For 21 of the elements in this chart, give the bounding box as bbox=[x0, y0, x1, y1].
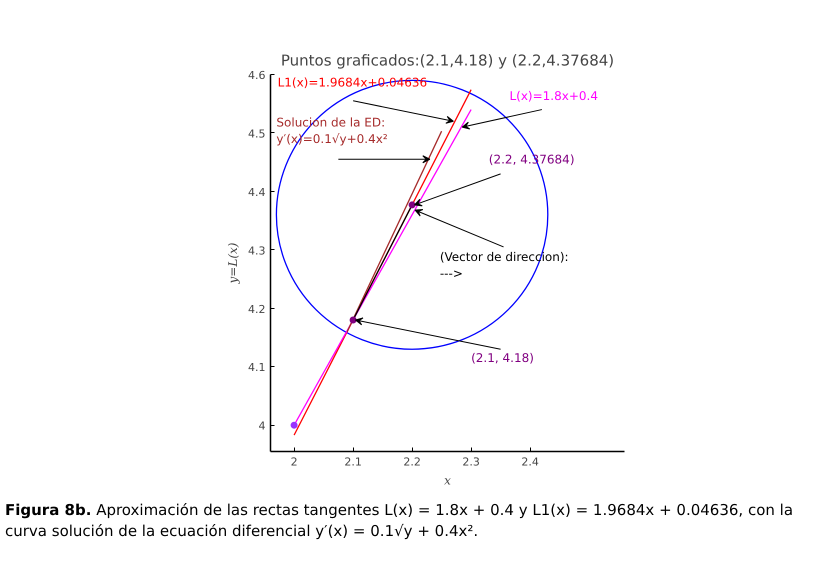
x-tick-label: 2.4 bbox=[521, 456, 539, 468]
point bbox=[350, 316, 357, 324]
x-tick-label: 2.1 bbox=[344, 456, 362, 468]
y-tick-label: 4.4 bbox=[248, 186, 266, 199]
x-tick-label: 2 bbox=[290, 456, 298, 468]
point bbox=[408, 201, 416, 208]
text: L(x)=1.8x+0.4 bbox=[509, 89, 598, 104]
x-tick-label: 2.3 bbox=[462, 456, 480, 468]
annotation: (2.1, 4.18) bbox=[471, 350, 534, 365]
y-tick-label: 4.2 bbox=[248, 302, 266, 316]
y-tick-label: 4.1 bbox=[248, 361, 266, 374]
y-tick-label: 4.3 bbox=[248, 244, 266, 258]
y-tick-label: 4.5 bbox=[248, 127, 266, 140]
text: Figura 8b. bbox=[5, 501, 92, 519]
chart-title: Puntos graficados:(2.1,4.18) y (2.2,4.37684) bbox=[280, 52, 614, 70]
point bbox=[290, 422, 298, 429]
y-tick-label: 4.6 bbox=[248, 69, 266, 82]
y-axis-title: y=L(x) bbox=[226, 242, 240, 284]
x-axis-title: x bbox=[444, 474, 452, 488]
y-tick-label: 4 bbox=[258, 420, 266, 433]
x-tick-label: 2.2 bbox=[403, 456, 421, 468]
